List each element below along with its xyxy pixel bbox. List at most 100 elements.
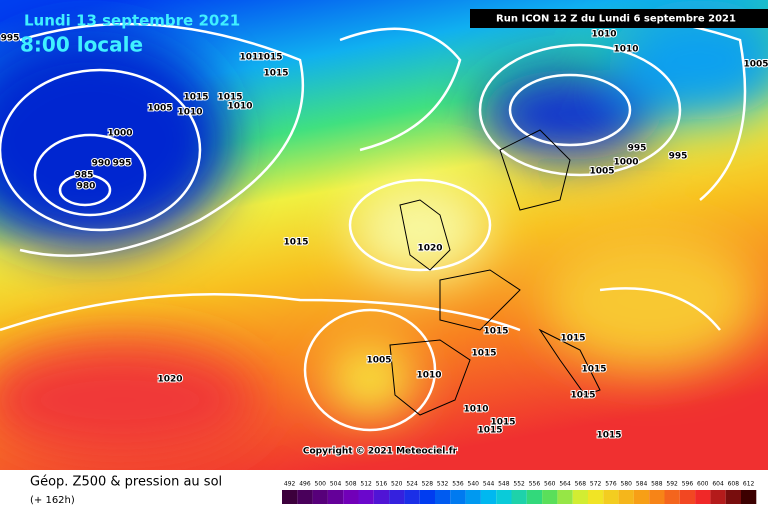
isobar-label: 1015 [183, 93, 208, 103]
isobar-label: 1015 [257, 53, 282, 63]
isobar-label: 990 [92, 159, 111, 169]
isobar-label: 1015 [490, 418, 515, 428]
isobar-label: 1015 [283, 238, 308, 248]
scale-swatch [664, 490, 680, 504]
scale-label: 524 [406, 481, 418, 488]
isobar-label: 1005 [366, 356, 391, 366]
forecast-time: 8:00 locale [20, 33, 143, 57]
scale-swatch [389, 490, 405, 504]
scale-label: 564 [559, 481, 571, 488]
scale-label: 552 [513, 481, 525, 488]
scale-swatch [633, 490, 650, 504]
scale-swatch [297, 490, 313, 504]
scale-label: 544 [483, 481, 495, 488]
isobar-label: 995 [1, 34, 20, 44]
isobar-label: 1005 [589, 167, 614, 177]
isobar-label: 1020 [417, 244, 442, 254]
scale-swatch [649, 490, 665, 504]
scale-label: 556 [529, 481, 541, 488]
isobar-label: 995 [669, 152, 688, 162]
isobar-label: 1010 [177, 108, 202, 118]
isobar-label: 1005 [743, 60, 768, 70]
scale-swatch [450, 490, 466, 504]
isobar-label: 1010 [416, 371, 441, 381]
scale-swatch [373, 490, 390, 504]
color-scale: 492 496 500 504 508 512 516 520 524 528 532 536 540 5… [282, 481, 757, 504]
isobar-label: 1015 [471, 349, 496, 359]
isobar-label: 1015 [263, 69, 288, 79]
scale-swatch [557, 490, 573, 504]
scale-label: 568 [575, 481, 587, 488]
scale-label: 592 [666, 481, 678, 488]
scale-label: 596 [682, 481, 694, 488]
isobar-label: 1015 [217, 93, 242, 103]
scale-swatch [618, 490, 634, 504]
scale-label: 500 [315, 481, 327, 488]
forecast-date: Lundi 13 septembre 2021 [24, 12, 240, 30]
isobar-label: 1010 [463, 405, 488, 415]
scale-swatch [741, 490, 757, 504]
scale-label: 536 [452, 481, 464, 488]
footer-title: Géop. Z500 & pression au sol [30, 475, 222, 490]
isobar-label: 995 [628, 144, 647, 154]
isobar-label: 1000 [613, 158, 638, 168]
scale-label: 560 [544, 481, 556, 488]
scale-label: 584 [636, 481, 648, 488]
scale-label: 540 [468, 481, 480, 488]
scale-label: 576 [605, 481, 617, 488]
scale-label: 600 [697, 481, 709, 488]
scale-swatch [725, 490, 741, 504]
scale-swatch [404, 490, 420, 504]
scale-label: 516 [376, 481, 388, 488]
scale-swatch [480, 490, 497, 504]
copyright: Copyright © 2021 Meteociel.fr [303, 447, 458, 457]
scale-label: 508 [345, 481, 357, 488]
isobar-label: 1015 [596, 431, 621, 441]
scale-swatch [435, 490, 451, 504]
scale-label: 604 [712, 481, 724, 488]
footer-lead: (+ 162h) [30, 495, 75, 506]
scale-label: 532 [437, 481, 449, 488]
run-banner [470, 9, 768, 28]
isobar-label: 1005 [147, 104, 172, 114]
scale-label: 612 [743, 481, 755, 488]
scale-swatch [358, 490, 374, 504]
scale-label: 548 [498, 481, 510, 488]
scale-label: 504 [330, 481, 342, 488]
isobar-label: 1015 [477, 426, 502, 436]
scale-swatch [542, 490, 558, 504]
scale-swatch [419, 490, 435, 504]
scale-swatch [465, 490, 481, 504]
isobar-label: 1015 [560, 334, 585, 344]
isobar-label: 1010 [613, 45, 638, 55]
coastlines [389, 129, 601, 416]
isobar-label: 1015 [581, 365, 606, 375]
isobar-label: 985 [75, 171, 94, 181]
isobar-label: 995 [113, 159, 132, 169]
scale-label: 528 [422, 481, 434, 488]
scale-swatch [710, 490, 726, 504]
isobar-label: 980 [77, 182, 96, 192]
scale-label: 608 [728, 481, 740, 488]
run-info: Run ICON 12 Z du Lundi 6 septembre 2021 [496, 14, 736, 25]
isobar-label: 1010 [239, 53, 264, 63]
scale-swatch [343, 490, 359, 504]
isobar-labels: 9951010101510151005101510101015101010009… [0, 29, 768, 442]
scale-swatch [282, 490, 298, 504]
scale-label: 512 [360, 481, 372, 488]
isobar-label: 1015 [483, 327, 508, 337]
scale-label: 588 [651, 481, 663, 488]
scale-swatch [526, 490, 543, 504]
scale-swatch [511, 490, 527, 504]
scale-swatch [327, 490, 344, 504]
weather-field [0, 0, 768, 470]
isobar-label: 1015 [570, 391, 595, 401]
scale-swatch [572, 490, 588, 504]
scale-swatch [695, 490, 711, 504]
scale-swatch [588, 490, 604, 504]
isobar-label: 1020 [157, 375, 182, 385]
scale-swatch [603, 490, 619, 504]
isobar-label: 1010 [227, 102, 252, 112]
scale-swatch [679, 490, 696, 504]
